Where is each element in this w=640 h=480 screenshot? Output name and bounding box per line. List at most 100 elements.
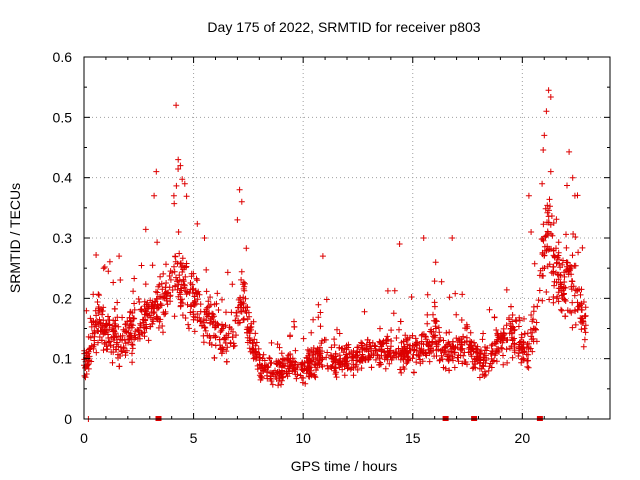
data-point: [293, 375, 300, 382]
data-point: [200, 319, 207, 326]
data-point: [197, 318, 204, 325]
data-point: [453, 335, 460, 342]
data-point: [149, 320, 156, 327]
data-point: [177, 291, 184, 298]
data-point: [323, 296, 330, 303]
data-point: [160, 270, 167, 277]
data-point: [117, 344, 124, 351]
data-point: [449, 338, 456, 345]
data-point: [142, 316, 149, 323]
data-point: [175, 156, 182, 163]
data-point: [569, 252, 576, 259]
data-point: [450, 344, 457, 351]
data-point: [100, 347, 107, 354]
data-point: [129, 322, 136, 329]
data-point: [90, 291, 97, 298]
y-tick-label: 0.1: [53, 351, 73, 367]
data-point: [480, 363, 487, 370]
data-point: [255, 351, 261, 357]
data-point: [201, 235, 208, 241]
data-point: [519, 349, 526, 356]
data-point: [268, 378, 275, 384]
data-point: [582, 329, 589, 336]
data-point: [223, 358, 230, 365]
data-point: [183, 263, 190, 270]
data-point: [469, 346, 476, 353]
data-point: [137, 320, 144, 327]
data-point: [420, 235, 427, 241]
data-point: [569, 174, 576, 181]
data-point: [167, 276, 174, 283]
data-point: [123, 328, 129, 335]
data-point: [173, 182, 180, 189]
data-point: [432, 259, 439, 266]
data-point: [95, 310, 102, 316]
data-point: [116, 253, 123, 260]
data-point: [409, 342, 416, 349]
data-point: [568, 286, 575, 293]
data-point: [397, 366, 404, 373]
data-point: [500, 352, 506, 359]
data-point: [411, 346, 418, 353]
data-point: [159, 286, 166, 293]
data-point: [223, 309, 229, 316]
data-point: [508, 303, 514, 310]
data-point: [500, 361, 507, 368]
data-point: [99, 311, 106, 318]
data-point: [284, 362, 291, 369]
data-point: [578, 326, 585, 333]
data-point: [317, 354, 324, 360]
data-point: [481, 368, 488, 375]
data-point: [287, 333, 293, 340]
data-point: [438, 278, 445, 285]
data-point: [471, 339, 477, 346]
data-point: [186, 290, 193, 296]
data-point: [491, 352, 498, 359]
data-point: [469, 358, 476, 365]
data-point: [544, 202, 551, 209]
data-point: [524, 357, 531, 364]
data-point: [494, 347, 501, 354]
data-point: [566, 148, 573, 155]
data-point: [315, 314, 322, 321]
y-tick-label: 0.3: [53, 230, 73, 246]
data-point: [377, 361, 384, 368]
data-point: [511, 349, 518, 356]
data-point: [125, 336, 132, 343]
data-point: [229, 281, 236, 288]
data-point: [97, 320, 104, 327]
axis-ticks: [83, 56, 610, 420]
data-point: [167, 292, 174, 299]
data-point: [268, 339, 275, 346]
data-point: [458, 338, 465, 345]
data-point: [207, 320, 214, 327]
data-point: [435, 324, 442, 331]
data-point: [373, 348, 380, 354]
data-point: [210, 311, 217, 318]
data-point: [393, 335, 400, 341]
x-tick-label: 20: [515, 430, 531, 446]
data-point: [402, 332, 409, 339]
data-point: [182, 315, 189, 321]
data-point: [148, 314, 154, 321]
data-point: [384, 287, 391, 294]
data-point: [376, 355, 383, 362]
data-point: [98, 337, 105, 344]
tick-labels: 0 0.1 0.2 0.3 0.4 0.5 0.6 0 5 10 15 20: [53, 49, 531, 446]
data-point: [311, 373, 318, 380]
data-point: [240, 304, 247, 311]
data-point: [161, 295, 168, 301]
data-point: [564, 307, 571, 314]
data-point: [87, 334, 94, 341]
data-point: [418, 346, 425, 353]
data-point: [354, 344, 361, 351]
data-point: [410, 369, 417, 376]
data-point: [266, 354, 273, 361]
x-tick-label: 15: [405, 430, 421, 446]
data-point: [302, 380, 309, 387]
data-point: [547, 203, 553, 210]
data-point: [145, 337, 152, 344]
data-point: [445, 357, 452, 364]
data-point: [331, 354, 337, 361]
data-point: [561, 284, 568, 291]
